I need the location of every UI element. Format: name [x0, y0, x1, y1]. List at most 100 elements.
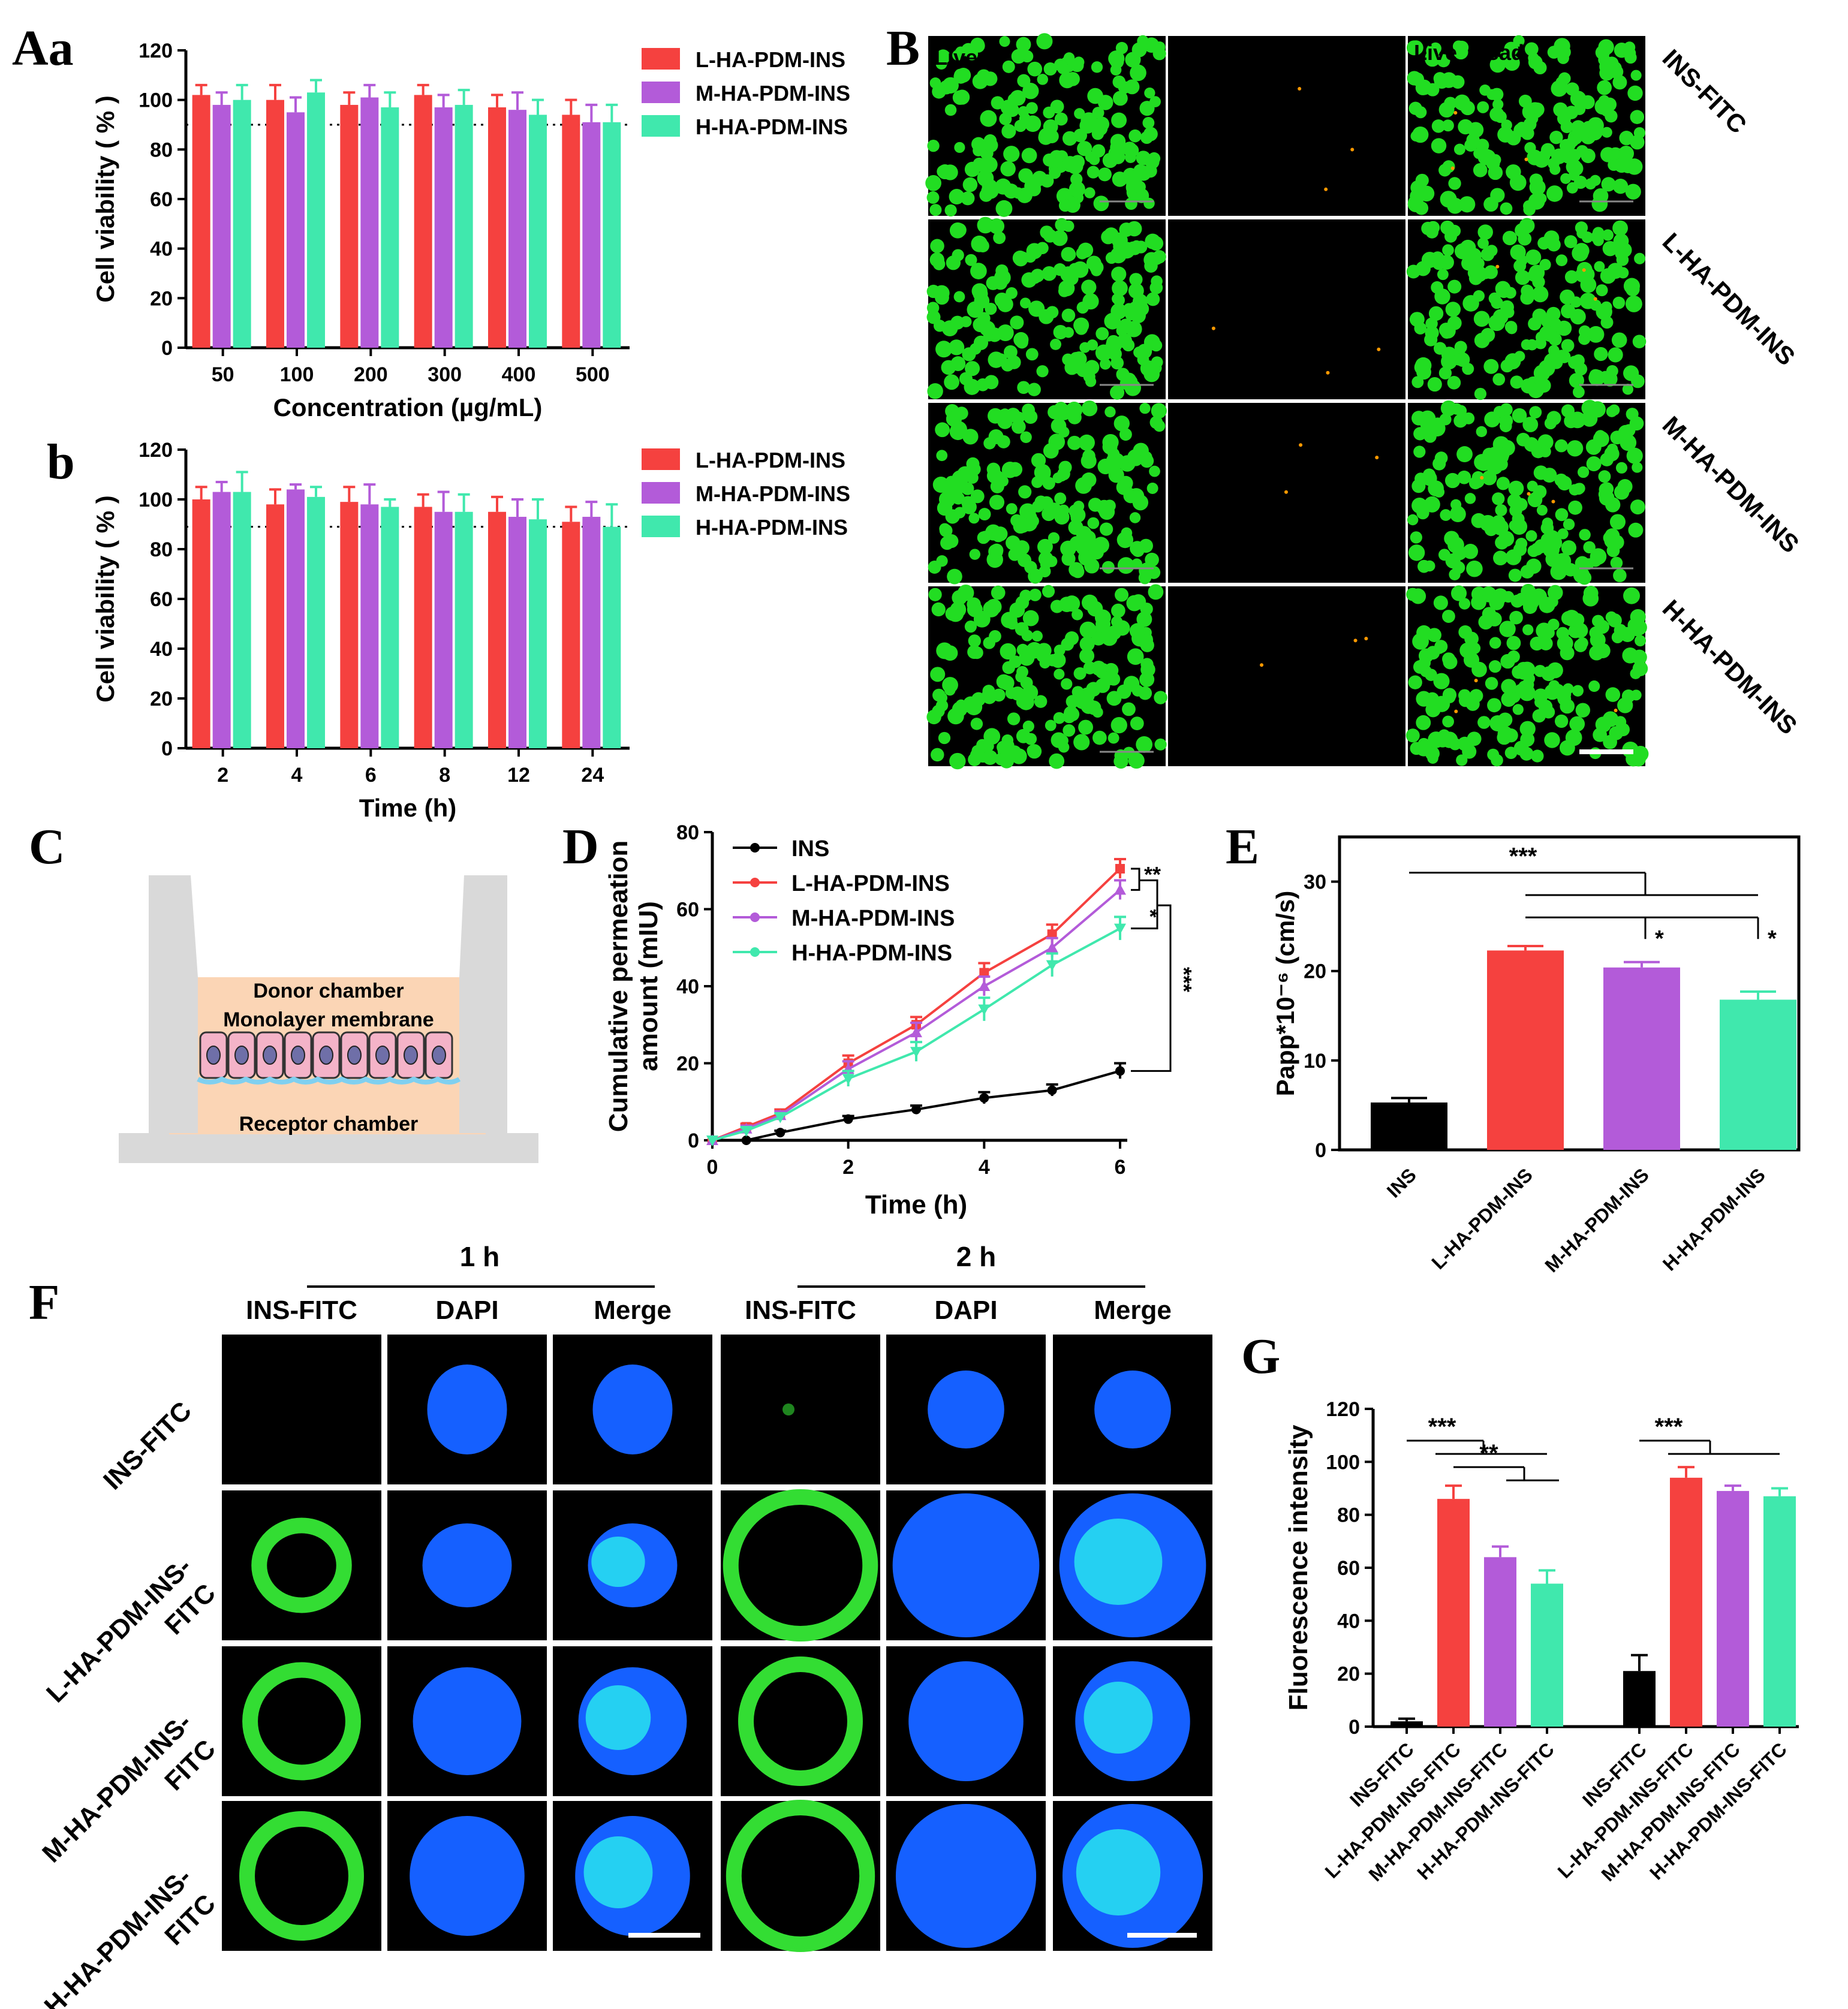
live-cell — [1617, 697, 1633, 713]
live-cell — [1431, 119, 1446, 133]
live-cell — [1028, 568, 1043, 584]
live-cell — [1012, 250, 1028, 266]
live-cell — [1557, 350, 1571, 363]
dead-cell — [1474, 679, 1478, 683]
live-cell — [1487, 698, 1501, 713]
live-cell — [944, 534, 959, 549]
data-point — [1047, 929, 1057, 939]
live-cell — [1574, 362, 1588, 376]
live-cell — [1629, 416, 1644, 431]
live-cell — [1606, 406, 1618, 417]
live-cell — [1437, 54, 1450, 68]
live-cell — [1536, 505, 1548, 516]
data-point — [842, 1074, 854, 1085]
live-cell — [1610, 556, 1623, 570]
live-cell — [1069, 263, 1081, 276]
live-cell — [1600, 147, 1616, 162]
bar — [603, 526, 621, 748]
live-cell — [1497, 284, 1511, 299]
live-cell — [1477, 224, 1493, 240]
live-cell — [1414, 106, 1427, 119]
live-cell — [977, 531, 990, 544]
live-cell — [973, 335, 989, 350]
live-cell — [1017, 74, 1031, 88]
live-cell — [935, 341, 953, 358]
live-cell — [1500, 403, 1513, 416]
y-tick-label: 80 — [1337, 1504, 1360, 1527]
live-cell — [1431, 281, 1444, 294]
live-cell — [1122, 702, 1136, 716]
live-cell — [1493, 550, 1508, 566]
merge-signal — [1074, 1519, 1163, 1605]
live-cell — [1518, 94, 1532, 108]
live-cell — [982, 750, 998, 765]
live-cell — [1110, 385, 1125, 400]
panel-label-E: E — [1226, 819, 1259, 875]
live-cell — [1524, 673, 1535, 685]
live-cell — [1028, 588, 1042, 601]
live-cell — [1454, 341, 1467, 354]
bar — [307, 496, 325, 748]
live-cell — [1489, 637, 1501, 649]
live-cell — [1496, 477, 1510, 490]
live-cell — [1492, 492, 1505, 505]
live-cell — [1115, 588, 1129, 602]
live-cell — [1070, 507, 1086, 523]
legend-label: H-HA-PDM-INS — [696, 115, 848, 139]
live-cell — [1593, 235, 1604, 246]
live-cell — [1630, 110, 1645, 124]
live-cell — [1512, 704, 1524, 715]
dead-cell — [1454, 709, 1458, 713]
live-cell — [996, 674, 1012, 689]
y-tick-label: 20 — [676, 1053, 699, 1076]
live-cell — [1612, 75, 1627, 90]
live-cell — [1441, 353, 1458, 370]
live-cell — [1504, 746, 1518, 760]
live-cell — [953, 68, 968, 82]
live-cell — [1605, 687, 1621, 702]
live-cell — [1007, 712, 1021, 725]
live-cell — [1591, 195, 1608, 212]
live-cell — [1027, 745, 1038, 756]
live-cell — [1130, 716, 1144, 731]
live-cell — [1573, 103, 1586, 115]
live-cell — [970, 646, 983, 659]
live-cell — [1525, 249, 1542, 266]
live-cell — [942, 77, 959, 94]
live-cell — [1011, 419, 1026, 434]
live-cell — [1513, 260, 1527, 273]
live-cell — [1577, 466, 1590, 478]
column-label: Merge — [594, 1296, 672, 1325]
live-cell — [1019, 589, 1032, 603]
live-cell — [1117, 557, 1134, 574]
live-cell — [1486, 89, 1498, 100]
legend-swatch — [642, 48, 680, 70]
live-cell — [1110, 64, 1122, 76]
y-tick-label: 100 — [139, 489, 173, 511]
live-cell — [1612, 179, 1629, 194]
live-cell — [1572, 386, 1585, 398]
legend-label: H-HA-PDM-INS — [696, 515, 848, 540]
live-cell — [969, 549, 980, 560]
live-cell — [1154, 691, 1167, 704]
live-cell — [1124, 173, 1136, 186]
live-cell — [990, 479, 1004, 493]
live-cell — [1113, 415, 1130, 432]
y-tick-label: 120 — [139, 40, 173, 62]
dead-cell — [1453, 111, 1458, 115]
live-cell — [946, 255, 961, 270]
live-cell — [926, 191, 940, 204]
data-point — [1047, 1085, 1057, 1095]
live-cell — [1607, 263, 1624, 279]
live-cell — [1447, 376, 1461, 390]
live-cell — [1473, 311, 1490, 327]
live-cell — [1519, 746, 1534, 761]
live-cell — [1005, 686, 1018, 699]
bar — [1437, 1499, 1470, 1727]
live-cell — [964, 378, 980, 395]
chart-papp: 0 10 20 30 INS L-HA-PDM-INS M-HA-PDM-INS H-HA-P… — [1271, 835, 1801, 1276]
live-cell — [1140, 131, 1154, 144]
live-cell — [983, 437, 996, 450]
live-cell — [1635, 635, 1647, 647]
live-cell — [1491, 754, 1503, 767]
